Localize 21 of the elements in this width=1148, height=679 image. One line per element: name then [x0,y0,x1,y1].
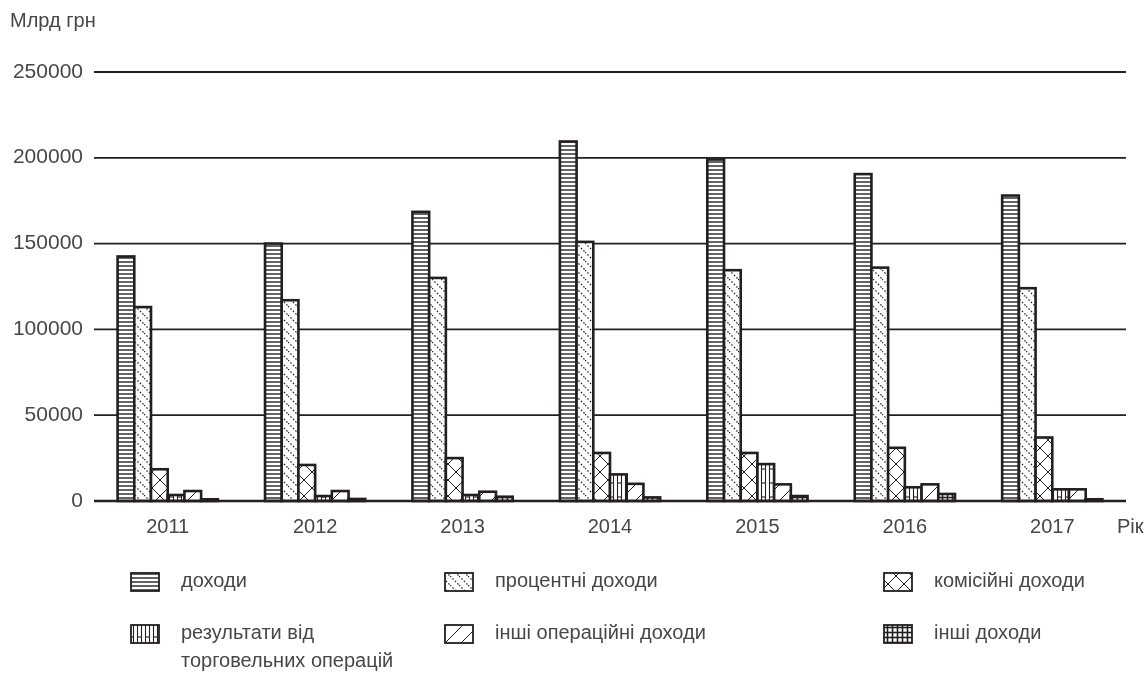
y-tick-label: 200000 [12,144,83,168]
x-tick-label: 2014 [587,515,633,538]
y-axis-title: Млрд грн [10,9,96,32]
x-tick-label: 2011 [146,515,190,538]
legend-label: інші доходи [934,621,1042,644]
y-tick-label: 50000 [24,401,83,425]
y-tick-label: 0 [71,487,83,511]
legend-label: доходи [181,569,247,592]
y-tick-label: 250000 [12,58,83,82]
legend-label: процентні доходи [495,569,658,592]
y-tick-label: 150000 [12,230,83,254]
legend-label: інші операційні доходи [495,621,706,644]
x-tick-label: 2016 [882,515,928,538]
x-tick-label: 2017 [1030,515,1075,538]
legend-label: результати від торговельних операцій [181,621,394,672]
legend-label: комісійні доходи [934,569,1085,592]
y-tick-label: 100000 [12,315,83,339]
x-tick-label: 2015 [735,515,780,538]
x-axis-title: Рік [1117,515,1144,538]
x-tick-label: 2012 [292,515,338,538]
x-tick-label: 2013 [440,515,485,538]
